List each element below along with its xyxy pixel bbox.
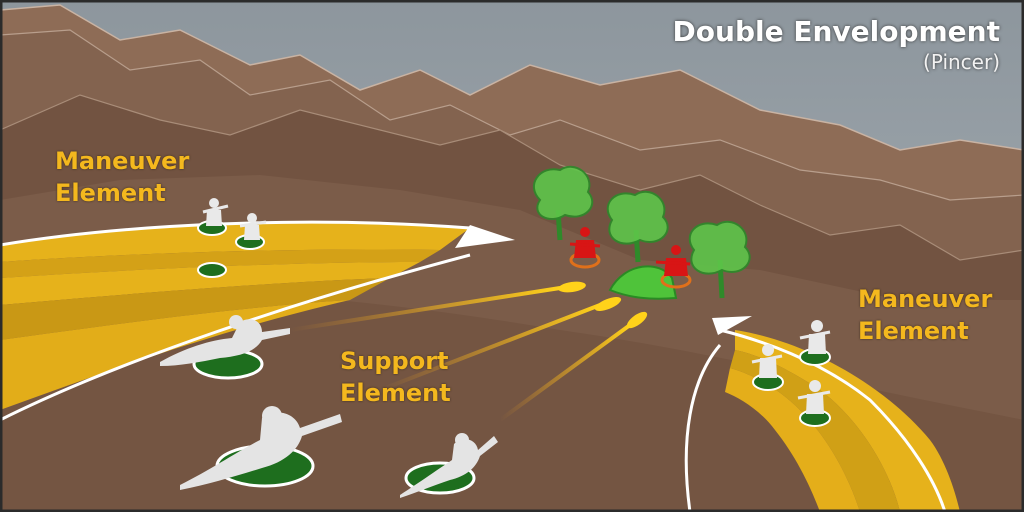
left-maneuver-label-line1: Maneuver bbox=[55, 147, 190, 175]
diagram-title: Double Envelopment (Pincer) bbox=[673, 14, 1000, 74]
right-maneuver-label-line2: Element bbox=[858, 317, 969, 345]
soldier-standing-icon bbox=[235, 213, 267, 250]
tree-icon bbox=[606, 190, 669, 263]
bunker-icon bbox=[608, 265, 678, 300]
soldier-standing-icon bbox=[751, 344, 784, 391]
enemy-soldier-icon bbox=[569, 227, 601, 269]
title-text: Double Envelopment bbox=[672, 15, 1000, 48]
soldier-prone-icon bbox=[180, 406, 342, 490]
right-arrowhead-icon bbox=[712, 316, 752, 335]
soldier-standing-icon bbox=[797, 380, 831, 427]
soldier-standing-icon bbox=[799, 320, 831, 366]
enemy-soldier-icon bbox=[655, 245, 692, 289]
support-label-line1: Support bbox=[340, 347, 449, 375]
soldier-standing-icon bbox=[197, 198, 229, 236]
right-maneuver-label-line1: Maneuver bbox=[858, 285, 993, 313]
soldier-prone-icon bbox=[400, 433, 498, 498]
left-maneuver-label: Maneuver Element bbox=[55, 145, 189, 209]
support-element-label: Support Element bbox=[340, 345, 451, 409]
left-arrowhead-icon bbox=[455, 225, 515, 248]
soldier-prone-icon bbox=[160, 315, 290, 380]
right-maneuver-band bbox=[684, 316, 960, 512]
tree-icon bbox=[533, 165, 594, 241]
unit-base-marker bbox=[197, 262, 227, 278]
tracer-fire-icon bbox=[289, 281, 648, 422]
left-maneuver-label-line2: Element bbox=[55, 179, 166, 207]
subtitle-text: (Pincer) bbox=[923, 50, 1000, 74]
tree-icon bbox=[688, 220, 751, 299]
right-maneuver-label: Maneuver Element bbox=[858, 283, 992, 347]
support-label-line2: Element bbox=[340, 379, 451, 407]
